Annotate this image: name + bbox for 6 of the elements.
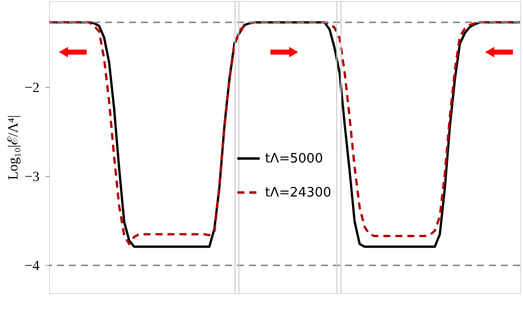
legend-label: tΛ=5000 bbox=[265, 152, 323, 166]
legend-label: tΛ=24300 bbox=[265, 186, 332, 200]
y-axis-title: Log₁₀|ℰ/Λ⁴| bbox=[6, 115, 22, 180]
y-tick-label: −2 bbox=[24, 80, 40, 96]
y-tick-label: −4 bbox=[24, 258, 40, 274]
y-tick-label: −3 bbox=[24, 170, 40, 185]
